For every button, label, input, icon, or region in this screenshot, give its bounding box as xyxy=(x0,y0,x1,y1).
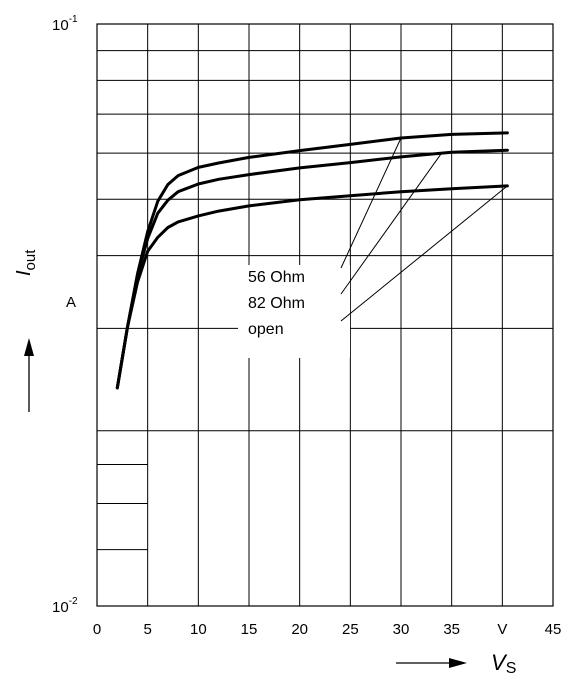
y-tick-bottom-exp: -2 xyxy=(69,596,78,607)
leader-line-1 xyxy=(340,137,402,269)
series-lines xyxy=(115,131,509,390)
legend-label-56-ohm: 56 Ohm xyxy=(248,269,305,286)
y-tick-bottom-base: 10 xyxy=(52,599,69,616)
y-axis-label-main: I xyxy=(13,270,35,276)
y-tick-top: 10-1 xyxy=(52,14,78,34)
plot-frame xyxy=(96,23,554,607)
x-tick-label: 10 xyxy=(190,621,207,638)
y-unit-label: A xyxy=(66,294,76,311)
x-tick-label: 30 xyxy=(393,621,410,638)
x-tick-label: V xyxy=(497,621,507,638)
legend-gap xyxy=(238,340,350,358)
series-line-2 xyxy=(115,148,509,390)
y-axis-label: Iout xyxy=(13,249,39,276)
x-tick-label: 15 xyxy=(241,621,258,638)
legend-leader-lines xyxy=(340,137,508,322)
series-line-3 xyxy=(115,184,509,390)
x-tick-label: 20 xyxy=(291,621,308,638)
x-axis-arrow xyxy=(396,658,467,668)
y-tick-top-base: 10 xyxy=(52,17,69,34)
leader-line-3 xyxy=(340,185,508,322)
legend-backing xyxy=(238,265,350,340)
x-tick-label: 5 xyxy=(143,621,151,638)
x-axis-label-main: V xyxy=(491,650,508,673)
x-axis-label: VS xyxy=(491,650,516,673)
x-axis-label-sub: S xyxy=(506,660,517,673)
x-tick-label: 35 xyxy=(443,621,460,638)
y-axis-arrow xyxy=(24,338,34,412)
x-tick-label: 25 xyxy=(342,621,359,638)
legend-label-82-ohm: 82 Ohm xyxy=(248,295,305,312)
leader-line-2 xyxy=(340,152,442,295)
x-tick-label: 45 xyxy=(545,621,562,638)
y-tick-bottom: 10-2 xyxy=(52,596,78,616)
grid xyxy=(97,24,553,606)
y-tick-top-exp: -1 xyxy=(69,14,78,25)
x-tick-label: 0 xyxy=(93,621,101,638)
y-axis-label-sub: out xyxy=(22,249,39,271)
x-tick-labels: 0 5 10 15 20 25 30 35 V 45 xyxy=(93,621,562,638)
legend-label-open: open xyxy=(248,321,284,338)
